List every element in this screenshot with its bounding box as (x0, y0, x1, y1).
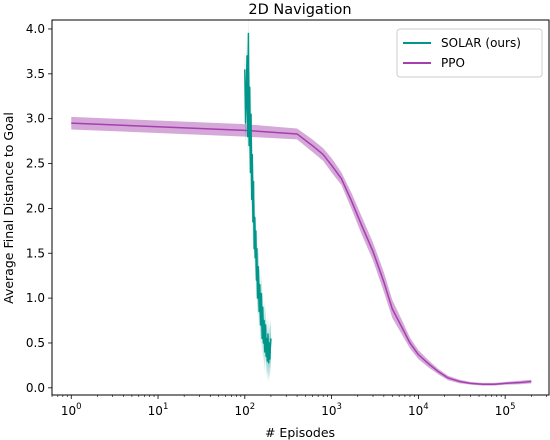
series-line-solar (244, 32, 272, 364)
y-axis: 0.0 0.5 1.0 1.5 2.0 2.5 3.0 3.5 4.0 (26, 22, 52, 395)
series-line-ppo (71, 122, 532, 385)
y-tick-label: 3.0 (26, 112, 45, 126)
y-tick-label: 0.0 (26, 381, 45, 395)
y-tick-label: 0.5 (26, 336, 45, 350)
legend-box (396, 28, 543, 78)
y-tick-label: 1.0 (26, 291, 45, 305)
y-tick-label: 2.5 (26, 157, 45, 171)
x-tick-label: 102 (234, 402, 255, 418)
y-tick-label: 2.0 (26, 201, 45, 215)
x-tick-label: 100 (61, 402, 82, 418)
x-tick-label: 103 (321, 402, 342, 418)
legend-label-ppo: PPO (441, 56, 465, 70)
y-tick-label: 3.5 (26, 67, 45, 81)
y-axis-label: Average Final Distance to Goal (1, 112, 16, 304)
y-tick-label: 1.5 (26, 246, 45, 260)
x-tick-label: 101 (148, 402, 169, 418)
plot-frame (51, 19, 550, 396)
band-ppo (71, 116, 532, 386)
y-tick-label: 4.0 (26, 22, 45, 36)
x-axis: 100 101 102 103 104 105 (51, 395, 547, 418)
legend: SOLAR (ours) PPO (396, 28, 543, 78)
legend-label-solar: SOLAR (ours) (441, 36, 521, 50)
chart-title: 2D Navigation (248, 2, 351, 18)
x-tick-label: 105 (495, 402, 516, 418)
x-tick-label: 104 (408, 402, 429, 418)
series-layer (71, 13, 532, 386)
x-axis-label: # Episodes (265, 425, 335, 440)
